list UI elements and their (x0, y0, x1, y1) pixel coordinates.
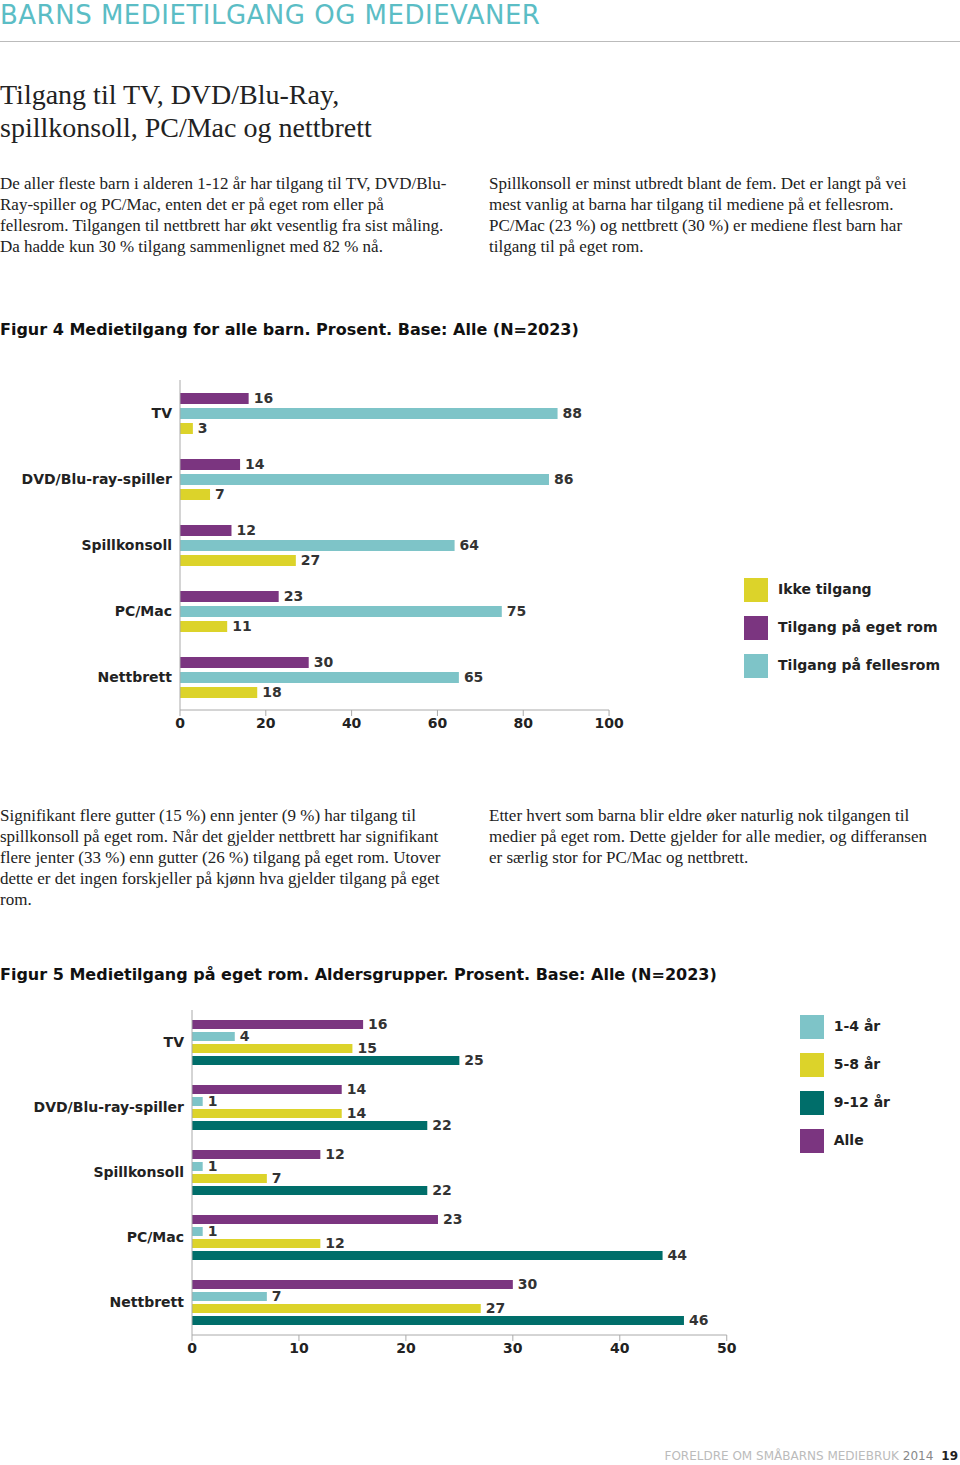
html-text:Figur 5 Medietilgang på eget r: Figur 5 Medietilgang på eget rom. Alders… (0, 965, 717, 984)
svg-text:14: 14 (347, 1081, 367, 1097)
svg-text:80: 80 (513, 715, 533, 731)
svg-text:10: 10 (289, 1340, 309, 1356)
svg-text:20: 20 (256, 715, 276, 731)
svg-text:12: 12 (236, 522, 255, 538)
svg-text:27: 27 (486, 1300, 505, 1316)
svg-text:Nettbrett: Nettbrett (98, 669, 173, 685)
svg-text:12: 12 (325, 1235, 344, 1251)
svg-text:PC/Mac: PC/Mac (127, 1229, 184, 1245)
svg-text:23: 23 (443, 1211, 462, 1227)
svg-text:Nettbrett: Nettbrett (110, 1294, 185, 1310)
svg-text:23: 23 (284, 588, 303, 604)
svg-text:12: 12 (325, 1146, 344, 1162)
html-text:19: 19 (941, 1449, 958, 1463)
svg-text:16: 16 (368, 1016, 387, 1032)
svg-text:22: 22 (432, 1182, 451, 1198)
svg-text:11: 11 (232, 618, 251, 634)
svg-text:30: 30 (503, 1340, 523, 1356)
html-text:BARNS MEDIETILGANG OG MEDIEVAN: BARNS MEDIETILGANG OG MEDIEVANER (0, 0, 541, 30)
svg-text:30: 30 (518, 1276, 538, 1292)
svg-text:DVD/Blu-ray-spiller: DVD/Blu-ray-spiller (22, 471, 173, 487)
svg-text:14: 14 (245, 456, 265, 472)
html-text:Signifikant flere gutter (15 %: Signifikant flere gutter (15 %) enn jent… (0, 806, 441, 909)
svg-text:65: 65 (464, 669, 483, 685)
svg-text:TV: TV (164, 1034, 185, 1050)
svg-text:15: 15 (357, 1040, 376, 1056)
svg-text:1: 1 (208, 1093, 218, 1109)
html-text:Tilgang til TV, DVD/Blu-Ray, s: Tilgang til TV, DVD/Blu-Ray, spillkonsol… (0, 79, 372, 143)
svg-text:64: 64 (460, 537, 480, 553)
svg-text:0: 0 (187, 1340, 197, 1356)
svg-text:TV: TV (152, 405, 173, 421)
html-text:Figur 4 Medietilgang for alle: Figur 4 Medietilgang for alle barn. Pros… (0, 320, 579, 339)
svg-text:1: 1 (208, 1223, 218, 1239)
html-text:De aller fleste barn i alderen: De aller fleste barn i alderen 1-12 år h… (0, 174, 907, 256)
svg-text:100: 100 (594, 715, 623, 731)
svg-text:27: 27 (301, 552, 320, 568)
svg-text:4: 4 (240, 1028, 250, 1044)
svg-text:14: 14 (347, 1105, 367, 1121)
svg-text:7: 7 (272, 1288, 282, 1304)
svg-text:25: 25 (464, 1052, 483, 1068)
svg-text:0: 0 (175, 715, 185, 731)
svg-text:DVD/Blu-ray-spiller: DVD/Blu-ray-spiller (34, 1099, 185, 1115)
svg-text:88: 88 (563, 405, 582, 421)
html-text:Alle: Alle (833, 1132, 864, 1148)
html-text:Tilgang på eget rom: Tilgang på eget rom (778, 619, 938, 635)
html-text:1-4 år: 1-4 år (833, 1018, 881, 1034)
svg-text:46: 46 (689, 1312, 708, 1328)
html-text:Ikke tilgang: Ikke tilgang (778, 581, 872, 597)
svg-text:44: 44 (668, 1247, 688, 1263)
svg-text:1: 1 (208, 1158, 218, 1174)
html-text:9-12 år: 9-12 år (833, 1094, 890, 1110)
svg-text:7: 7 (215, 486, 225, 502)
svg-text:30: 30 (314, 654, 334, 670)
svg-text:PC/Mac: PC/Mac (115, 603, 172, 619)
html-text:5-8 år: 5-8 år (833, 1056, 881, 1072)
svg-text:3: 3 (198, 420, 208, 436)
svg-text:20: 20 (396, 1340, 416, 1356)
svg-text:75: 75 (507, 603, 526, 619)
svg-text:50: 50 (717, 1340, 737, 1356)
svg-text:40: 40 (342, 715, 362, 731)
svg-text:86: 86 (554, 471, 573, 487)
svg-text:18: 18 (262, 684, 281, 700)
svg-text:16: 16 (254, 390, 273, 406)
svg-text:40: 40 (610, 1340, 630, 1356)
html-text:FORELDRE OM SMÅBARNS MEDIEBRUK: FORELDRE OM SMÅBARNS MEDIEBRUK 2014 (664, 1449, 934, 1463)
svg-text:Spillkonsoll: Spillkonsoll (81, 537, 172, 553)
svg-text:22: 22 (432, 1117, 451, 1133)
html-text:Etter hvert som barna blir eld: Etter hvert som barna blir eldre øker na… (489, 806, 927, 867)
html-text:Tilgang på fellesrom: Tilgang på fellesrom (778, 657, 940, 673)
svg-text:Spillkonsoll: Spillkonsoll (93, 1164, 184, 1180)
svg-text:7: 7 (272, 1170, 282, 1186)
svg-text:60: 60 (428, 715, 448, 731)
